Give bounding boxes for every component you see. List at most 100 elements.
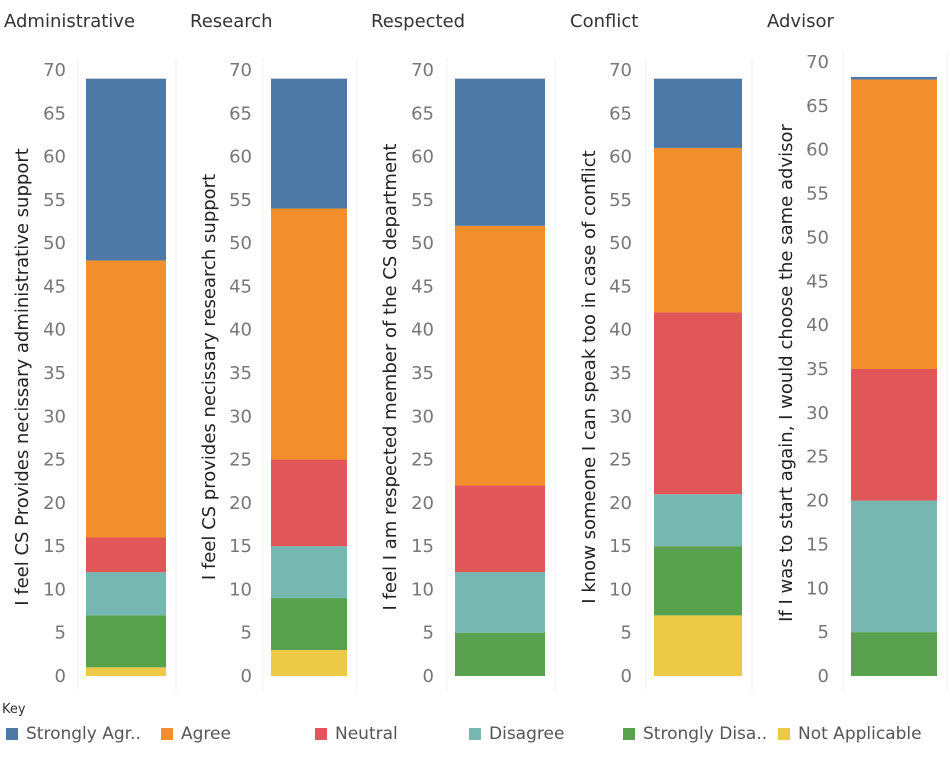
y-tick-label: 30	[609, 406, 632, 427]
panel-research: Research 0 5 10 15 20 25 30 35 40 45 50 55 60 65 70 I fe…	[190, 11, 358, 690]
stacked-bar-chart: Administrative05101520253035404550556065…	[4, 11, 948, 690]
bar-segment-respected-agree[interactable]	[455, 225, 545, 486]
panel-title-research: Research	[190, 11, 273, 32]
axis-title-respected: I feel I am respected member of the CS d…	[380, 144, 401, 611]
bar-segment-research-disagree[interactable]	[271, 546, 347, 599]
y-tick-label: 50	[806, 227, 829, 248]
y-tick-label: 65	[43, 103, 66, 124]
y-tick-label: 25	[609, 450, 632, 471]
y-tick-label: 55	[229, 190, 252, 211]
y-tick-label: 0	[423, 666, 434, 687]
panel-title-respected: Respected	[371, 11, 465, 32]
axis-title-conflict: I know someone I can speak too in case o…	[579, 150, 600, 603]
bar-segment-conflict-disagree[interactable]	[654, 494, 742, 547]
panel-respected: Respected 0 5 10 15 20 25 30 35 40 45 50 55 60 65 70 I f…	[371, 11, 556, 690]
panel-advisor: Advisor 0 5 10 15 20 25 30 35 40 45 50 55 60 65 70 If I …	[767, 11, 948, 690]
bar-segment-respected-strongly-agree[interactable]	[455, 78, 545, 226]
y-tick-label: 0	[818, 666, 829, 687]
legend-item-strongly-agree[interactable]: Strongly Agr..	[6, 722, 141, 746]
bar-segment-conflict-not-applicable[interactable]	[654, 615, 742, 676]
legend-item-strongly-disagree[interactable]: Strongly Disa..	[623, 722, 767, 746]
y-tick-label: 50	[411, 233, 434, 254]
bar-segment-conflict-strongly-disagree[interactable]	[654, 546, 742, 616]
y-tick-label: 35	[229, 363, 252, 384]
legend-item-agree[interactable]: Agree	[161, 722, 231, 746]
y-tick-label: 50	[609, 233, 632, 254]
y-tick-label: 35	[43, 363, 66, 384]
y-tick-label: 55	[411, 190, 434, 211]
y-tick-label: 65	[411, 103, 434, 124]
bar-segment-research-strongly-agree[interactable]	[271, 78, 347, 209]
bar-segment-respected-strongly-disagree[interactable]	[455, 632, 545, 676]
y-tick-label: 10	[411, 579, 434, 600]
y-tick-label: 25	[806, 447, 829, 468]
panel-title-advisor: Advisor	[767, 11, 834, 32]
legend-label-strongly-disagree: Strongly Disa..	[643, 724, 768, 744]
bar-segment-administrative-strongly-agree[interactable]	[86, 78, 166, 261]
y-tick-label: 30	[43, 406, 66, 427]
bar-segment-research-not-applicable[interactable]	[271, 650, 347, 676]
y-tick-label: 60	[609, 147, 632, 168]
legend-label-not-applicable: Not Applicable	[798, 724, 922, 744]
y-tick-label: 10	[806, 578, 829, 599]
legend-swatch-strongly-agree	[6, 728, 18, 740]
y-tick-label: 20	[43, 493, 66, 514]
bar-segment-research-agree[interactable]	[271, 208, 347, 460]
y-tick-label: 45	[229, 276, 252, 297]
bar-segment-respected-neutral[interactable]	[455, 485, 545, 573]
bar-segment-advisor-agree[interactable]	[851, 79, 937, 370]
legend: Strongly Agr.. Agree Neutral Disagree St…	[0, 722, 950, 746]
y-tick-label: 0	[55, 666, 66, 687]
legend-title: Key	[2, 702, 26, 717]
y-tick-label: 70	[609, 60, 632, 81]
y-tick-label: 70	[43, 60, 66, 81]
y-tick-label: 20	[806, 491, 829, 512]
y-tick-label: 40	[609, 320, 632, 341]
y-tick-label: 70	[806, 52, 829, 73]
legend-label-agree: Agree	[181, 724, 231, 744]
y-tick-label: 30	[806, 403, 829, 424]
bar-segment-advisor-strongly-disagree[interactable]	[851, 632, 937, 676]
y-tick-label: 70	[411, 60, 434, 81]
bar-segment-respected-disagree[interactable]	[455, 572, 545, 633]
bar-segment-conflict-agree[interactable]	[654, 147, 742, 313]
y-tick-label: 25	[43, 450, 66, 471]
legend-item-neutral[interactable]: Neutral	[315, 722, 398, 746]
panel-conflict: Conflict 0 5 10 15 20 25 30 35 40 45 50 55 60 65 70 I kn…	[570, 11, 753, 690]
y-tick-label: 0	[241, 666, 252, 687]
y-tick-label: 5	[241, 623, 252, 644]
bar-segment-administrative-agree[interactable]	[86, 260, 166, 538]
y-tick-label: 15	[43, 536, 66, 557]
bar-segment-conflict-neutral[interactable]	[654, 312, 742, 495]
y-tick-label: 60	[411, 147, 434, 168]
y-tick-label: 70	[229, 60, 252, 81]
y-tick-label: 40	[411, 320, 434, 341]
y-tick-label: 30	[229, 406, 252, 427]
bar-segment-advisor-disagree[interactable]	[851, 500, 937, 633]
y-tick-label: 5	[621, 623, 632, 644]
y-tick-label: 60	[43, 147, 66, 168]
bar-segment-administrative-not-applicable[interactable]	[86, 667, 166, 676]
y-tick-label: 0	[621, 666, 632, 687]
bar-segment-administrative-neutral[interactable]	[86, 537, 166, 573]
bar-segment-research-neutral[interactable]	[271, 459, 347, 547]
legend-swatch-neutral	[315, 728, 327, 740]
y-tick-label: 40	[229, 320, 252, 341]
legend-item-not-applicable[interactable]: Not Applicable	[778, 722, 922, 746]
y-tick-label: 5	[818, 622, 829, 643]
legend-swatch-not-applicable	[778, 728, 790, 740]
bar-segment-administrative-strongly-disagree[interactable]	[86, 615, 166, 668]
y-tick-label: 45	[43, 276, 66, 297]
y-tick-label: 65	[806, 96, 829, 117]
y-tick-label: 20	[411, 493, 434, 514]
bar-segment-conflict-strongly-agree[interactable]	[654, 78, 742, 148]
legend-item-disagree[interactable]: Disagree	[469, 722, 564, 746]
legend-label-strongly-agree: Strongly Agr..	[26, 724, 141, 744]
y-tick-label: 20	[229, 493, 252, 514]
bar-segment-advisor-strongly-agree[interactable]	[851, 76, 937, 80]
legend-swatch-agree	[161, 728, 173, 740]
bar-segment-advisor-neutral[interactable]	[851, 369, 937, 501]
legend-label-neutral: Neutral	[335, 724, 398, 744]
bar-segment-research-strongly-disagree[interactable]	[271, 598, 347, 651]
bar-segment-administrative-disagree[interactable]	[86, 572, 166, 616]
